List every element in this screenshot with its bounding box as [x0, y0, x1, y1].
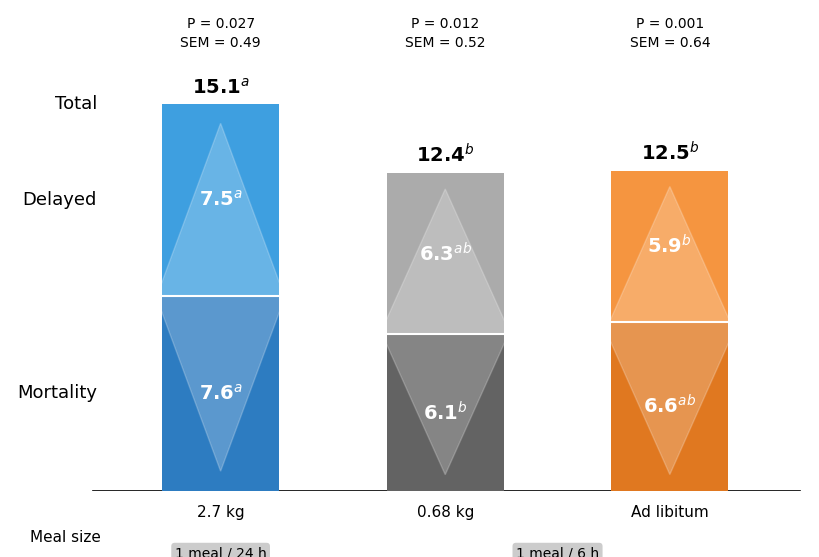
- Bar: [387, 334, 503, 491]
- Text: 1 meal / 24 h: 1 meal / 24 h: [174, 546, 266, 557]
- Text: P = 0.027
SEM = 0.49: P = 0.027 SEM = 0.49: [180, 17, 260, 51]
- Bar: [387, 173, 503, 334]
- Text: 1 meal / 6 h: 1 meal / 6 h: [515, 546, 599, 557]
- Bar: [611, 170, 727, 321]
- Text: Meal size: Meal size: [29, 530, 101, 545]
- Text: 6.1$^{b}$: 6.1$^{b}$: [423, 401, 467, 424]
- Text: 12.4$^{b}$: 12.4$^{b}$: [415, 144, 474, 167]
- Bar: [162, 104, 278, 296]
- Text: 5.9$^{b}$: 5.9$^{b}$: [647, 234, 691, 258]
- Bar: [162, 296, 278, 491]
- Text: 6.3$^{ab}$: 6.3$^{ab}$: [419, 242, 471, 265]
- Text: 7.5$^{a}$: 7.5$^{a}$: [198, 190, 242, 210]
- Text: 12.5$^{b}$: 12.5$^{b}$: [640, 141, 698, 164]
- Text: 6.6$^{ab}$: 6.6$^{ab}$: [642, 394, 695, 418]
- Text: Delayed: Delayed: [23, 191, 97, 209]
- Text: Mortality: Mortality: [17, 384, 97, 402]
- Polygon shape: [381, 189, 509, 475]
- Text: 7.6$^{a}$: 7.6$^{a}$: [198, 383, 242, 403]
- Bar: [611, 321, 727, 491]
- Text: Total: Total: [55, 95, 97, 113]
- Text: 0.68 kg: 0.68 kg: [416, 505, 473, 520]
- Polygon shape: [156, 123, 284, 471]
- Text: P = 0.012
SEM = 0.52: P = 0.012 SEM = 0.52: [405, 17, 485, 51]
- Text: 2.7 kg: 2.7 kg: [197, 505, 244, 520]
- Text: Ad libitum: Ad libitum: [630, 505, 708, 520]
- Polygon shape: [605, 187, 733, 475]
- Text: P = 0.001
SEM = 0.64: P = 0.001 SEM = 0.64: [629, 17, 709, 51]
- Text: 15.1$^{a}$: 15.1$^{a}$: [192, 77, 249, 97]
